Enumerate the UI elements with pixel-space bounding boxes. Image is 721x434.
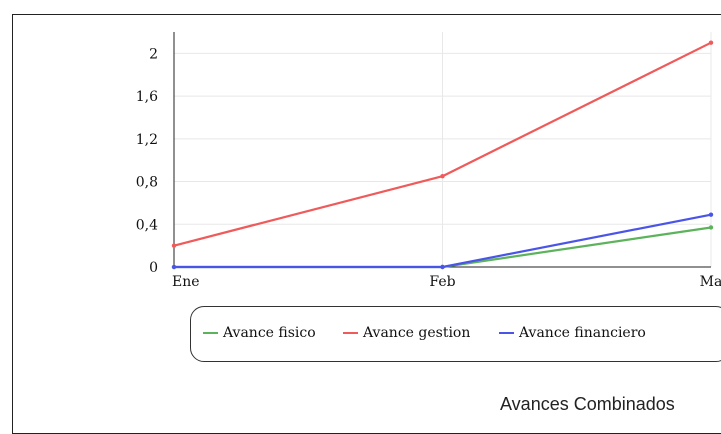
legend-swatch-financiero [499,332,514,334]
series-lines [171,40,714,270]
x-tick-label: Ma [700,274,721,290]
grid-lines [174,32,712,267]
y-tick-label: 0,4 [136,217,158,233]
data-point [708,225,714,230]
data-point [708,40,714,45]
y-tick-label: 2 [149,46,158,62]
data-point [440,174,445,179]
legend: Avance fisico Avance gestion Avance fina… [190,306,721,362]
y-tick-label: 1,2 [136,132,158,148]
data-point [171,264,177,270]
legend-swatch-gestion [343,332,358,334]
line-chart: 0 0,4 0,8 1,2 1,6 2 Ene Feb Ma [136,32,721,290]
data-point [440,264,445,270]
legend-label-financiero: Avance financiero [519,325,646,341]
x-tick-label: Feb [429,274,455,290]
legend-item-financiero: Avance financiero [499,325,646,341]
chart-title: Avances Combinados [500,394,675,414]
legend-label-gestion: Avance gestion [363,325,471,341]
data-point [708,212,714,217]
legend-label-fisico: Avance fisico [223,325,316,341]
legend-item-gestion: Avance gestion [343,325,470,341]
data-point [171,243,177,248]
x-tick-labels: Ene Feb Ma [172,274,721,290]
y-tick-labels: 0 0,4 0,8 1,2 1,6 2 [136,46,158,276]
y-tick-label: 1,6 [136,89,158,105]
y-tick-label: 0 [149,260,158,276]
x-tick-label: Ene [172,274,200,290]
legend-swatch-fisico [203,332,218,334]
y-tick-label: 0,8 [136,175,158,191]
legend-item-fisico: Avance fisico [203,325,316,341]
